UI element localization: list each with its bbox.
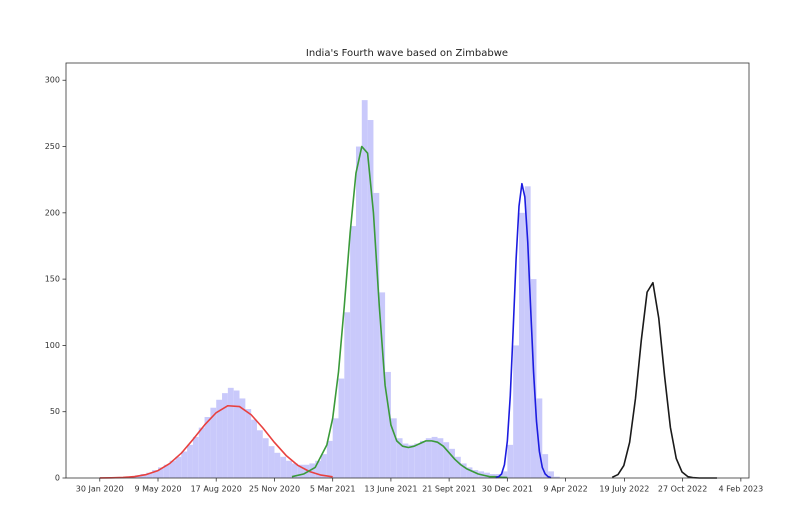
- chart-title: India's Fourth wave based on Zimbabwe: [306, 48, 508, 59]
- bar: [396, 438, 403, 478]
- y-tick-label: 150: [45, 275, 60, 284]
- bar: [239, 398, 246, 478]
- y-tick-label: 250: [45, 142, 60, 151]
- bar: [350, 226, 356, 478]
- x-tick-label: 13 June 2021: [364, 485, 417, 494]
- bar: [414, 443, 421, 478]
- bar: [507, 444, 514, 478]
- bar: [548, 471, 554, 478]
- x-tick-label: 17 Aug 2020: [191, 485, 242, 494]
- bar: [367, 120, 374, 478]
- bar-series: [128, 100, 560, 479]
- bar: [338, 378, 345, 478]
- bar: [274, 452, 281, 478]
- bar: [297, 464, 304, 478]
- bar: [268, 446, 275, 478]
- bar: [227, 387, 234, 478]
- fit-curve: [99, 404, 333, 479]
- bar: [157, 467, 164, 478]
- x-tick-label: 25 Nov 2020: [249, 485, 300, 494]
- bar: [262, 438, 269, 478]
- axes-frame: [65, 62, 750, 479]
- bar: [152, 470, 158, 478]
- bar: [321, 454, 327, 478]
- bar: [524, 186, 531, 478]
- bar: [198, 427, 205, 478]
- bar: [163, 464, 170, 478]
- x-tick-label: 9 Apr 2022: [543, 485, 587, 494]
- bar: [431, 436, 438, 478]
- x-tick-label: 5 Mar 2021: [310, 485, 356, 494]
- bar: [216, 399, 223, 478]
- bar: [303, 464, 310, 478]
- bar: [501, 471, 508, 478]
- x-tick-label: 30 Jan 2020: [76, 485, 124, 494]
- bar: [420, 440, 426, 478]
- bar: [175, 456, 182, 478]
- bar: [332, 418, 339, 478]
- bar: [425, 438, 432, 478]
- y-tick-label: 100: [45, 341, 60, 350]
- bar: [449, 448, 455, 478]
- x-tick-label: 30 Dec 2021: [482, 485, 533, 494]
- bar: [385, 371, 391, 478]
- bar: [222, 393, 228, 478]
- bar: [181, 451, 188, 478]
- bar: [402, 443, 409, 478]
- x-tick-label: 19 July 2022: [599, 485, 649, 494]
- x-tick-label: 27 Oct 2022: [658, 485, 707, 494]
- bar: [536, 398, 543, 478]
- bar: [379, 292, 386, 478]
- bar: [437, 438, 444, 478]
- bar: [326, 440, 333, 478]
- x-tick-label: 21 Sept 2021: [422, 485, 476, 494]
- bar: [408, 444, 415, 478]
- bar: [192, 436, 199, 478]
- bar: [344, 312, 351, 478]
- bar: [169, 460, 176, 478]
- bar: [210, 407, 217, 478]
- y-tick-label: 0: [55, 474, 60, 483]
- bar: [245, 409, 252, 478]
- bar: [355, 146, 362, 479]
- bar: [187, 444, 193, 478]
- bar: [286, 460, 292, 478]
- bar: [256, 430, 263, 478]
- bar: [519, 212, 525, 478]
- bar: [309, 463, 316, 478]
- bar: [315, 460, 322, 478]
- bar: [140, 474, 147, 478]
- bar: [542, 454, 549, 478]
- fit-curve: [291, 145, 508, 479]
- bar: [373, 192, 380, 478]
- y-tick-label: 50: [50, 407, 60, 416]
- bar: [204, 417, 211, 478]
- plot-area: [99, 100, 717, 479]
- bar: [390, 418, 397, 478]
- bar: [553, 476, 560, 478]
- x-tick-label: 9 May 2020: [134, 485, 181, 494]
- bar: [513, 345, 520, 478]
- bar: [233, 390, 240, 478]
- y-tick-label: 300: [45, 76, 60, 85]
- bar: [146, 472, 153, 478]
- bar: [460, 463, 467, 478]
- bar: [361, 100, 368, 478]
- fit-curve: [495, 182, 552, 479]
- bar: [443, 442, 450, 478]
- bar: [454, 456, 461, 478]
- bar: [291, 463, 298, 478]
- bar: [280, 456, 287, 478]
- x-tick-label: 4 Feb 2023: [718, 485, 763, 494]
- bar: [466, 467, 473, 478]
- bar: [251, 419, 257, 478]
- bar: [472, 470, 479, 478]
- y-tick-label: 200: [45, 208, 60, 217]
- fit-curve: [611, 281, 717, 479]
